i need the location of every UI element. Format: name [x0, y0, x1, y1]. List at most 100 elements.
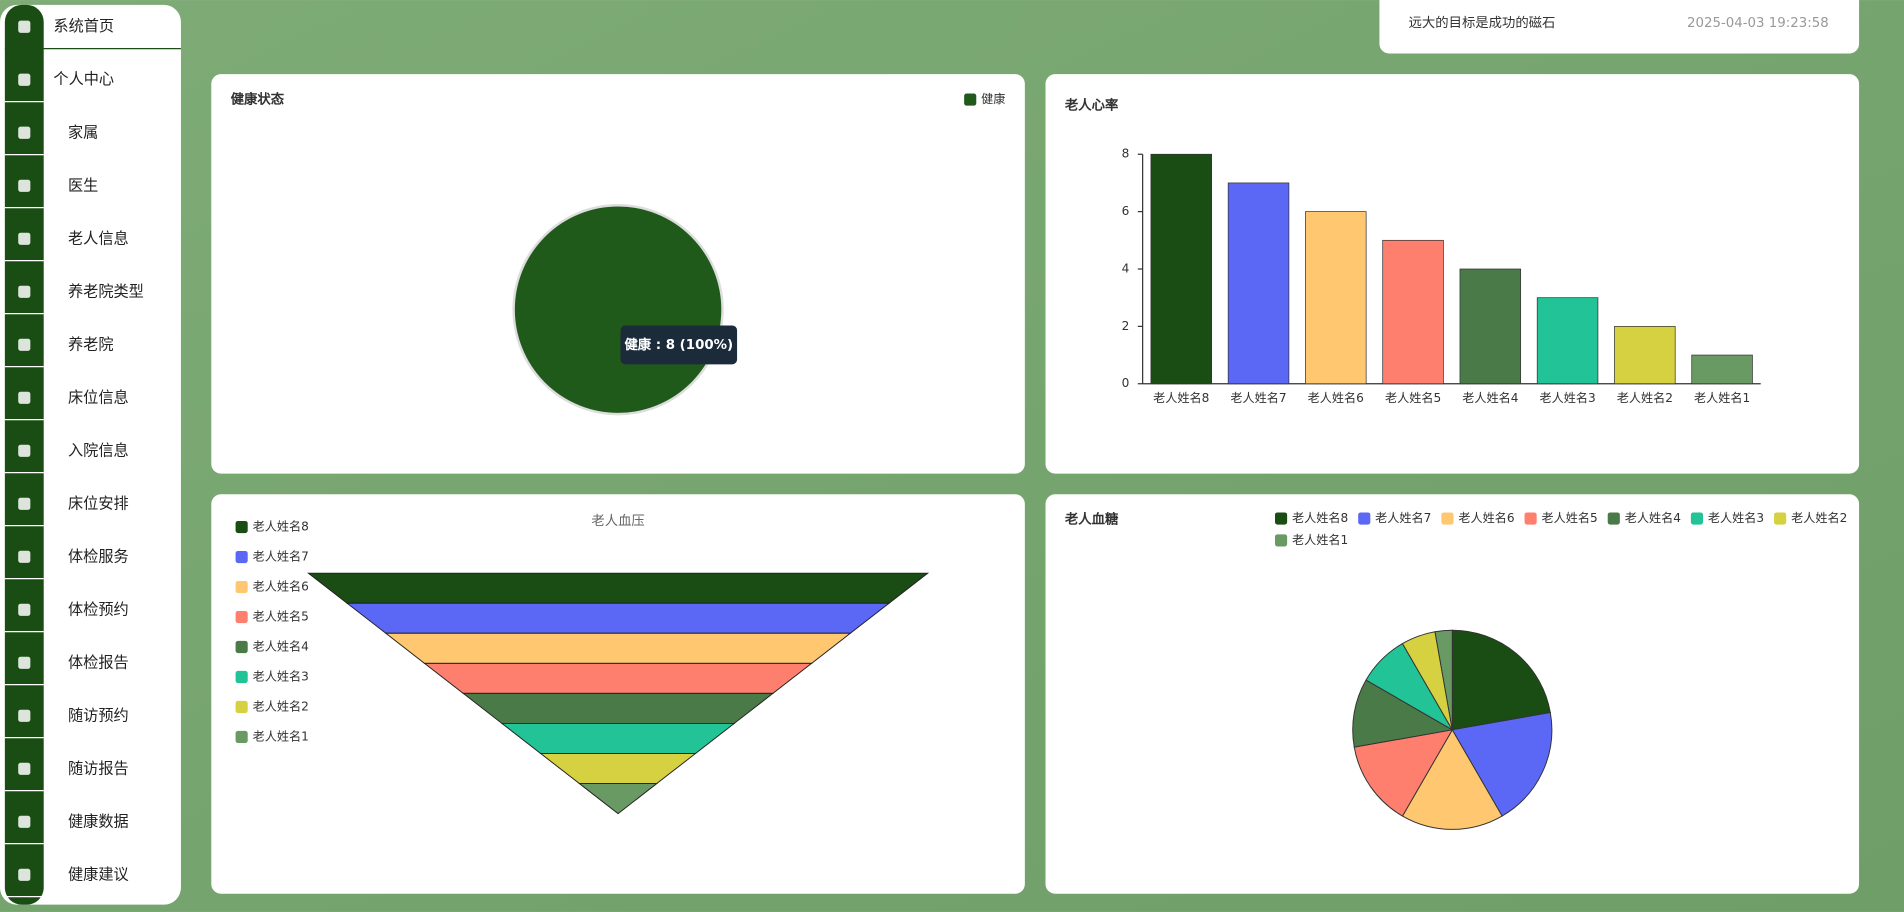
bar[interactable] [1227, 182, 1290, 385]
x-tick-label: 老人姓名3 [1539, 390, 1595, 405]
legend-label[interactable]: 老人姓名5 [253, 609, 309, 624]
legend-label[interactable]: 老人姓名4 [253, 639, 310, 654]
legend-label[interactable]: 老人姓名3 [253, 669, 309, 684]
y-tick-label: 4 [1122, 262, 1130, 276]
tooltip [620, 325, 738, 365]
bar[interactable] [1536, 297, 1599, 385]
funnel-segment[interactable] [500, 722, 736, 754]
x-tick-label: 老人姓名7 [1230, 390, 1286, 405]
legend-swatch [235, 730, 248, 744]
tooltip-text: 健康 : 8 (100%) [624, 336, 733, 353]
menu-item[interactable]: 随访报告 [68, 759, 129, 777]
menu-icon [18, 656, 31, 669]
notice-time: 2025-04-03 19:23:58 [1687, 16, 1829, 31]
legend-label[interactable]: 老人姓名6 [253, 579, 309, 594]
legend-label[interactable]: 老人姓名7 [253, 549, 309, 564]
menu-item[interactable]: 体检服务 [68, 547, 129, 565]
chart-title: 健康状态 [231, 91, 285, 108]
legend-label[interactable]: 老人姓名1 [1292, 532, 1348, 547]
legend-swatch [235, 700, 248, 714]
menu-item[interactable]: 健康数据 [68, 812, 129, 830]
chart-title: 老人血压 [591, 513, 644, 529]
bar[interactable] [1150, 153, 1212, 385]
menu-item[interactable]: 体检预约 [68, 600, 129, 618]
legend-swatch [964, 93, 977, 106]
chart-title: 老人心率 [1065, 97, 1118, 114]
legend-swatch [1275, 534, 1288, 547]
bar[interactable] [1305, 211, 1367, 385]
legend-swatch [1358, 512, 1371, 525]
menu-icon [18, 709, 31, 722]
menu-icon [18, 868, 31, 881]
legend-label[interactable]: 老人姓名7 [1375, 510, 1431, 525]
bar[interactable] [1691, 354, 1753, 385]
legend-swatch [1524, 512, 1537, 525]
y-tick-label: 8 [1122, 147, 1130, 161]
menu-item[interactable]: 床位安排 [68, 494, 129, 512]
legend-swatch [1275, 512, 1288, 525]
menu-item[interactable]: 养老院类型 [68, 282, 144, 300]
legend-swatch [1690, 512, 1704, 525]
legend-label[interactable]: 老人姓名2 [1791, 510, 1847, 525]
bar[interactable] [1382, 239, 1444, 385]
menu-icon [18, 20, 31, 33]
menu-item[interactable]: 健康建议 [68, 865, 129, 883]
legend-swatch [235, 580, 248, 594]
funnel-segment[interactable] [384, 632, 852, 664]
pie-slice [1352, 679, 1454, 748]
legend-label[interactable]: 老人姓名8 [253, 519, 309, 534]
legend-label[interactable]: 健康 [981, 91, 1005, 106]
chart-title: 老人血糖 [1065, 511, 1119, 528]
menu-icon [18, 550, 31, 563]
funnel-segment[interactable] [345, 602, 891, 634]
legend-label[interactable]: 老人姓名5 [1542, 510, 1598, 525]
notice-card [1379, 0, 1860, 54]
pie-slice [1353, 729, 1454, 817]
legend-label[interactable]: 老人姓名3 [1708, 510, 1764, 525]
menu-icon [18, 126, 31, 139]
sidebar [0, 4, 181, 905]
x-tick-label: 老人姓名4 [1462, 390, 1519, 405]
x-tick-label: 老人姓名2 [1617, 390, 1673, 405]
menu-item[interactable]: 养老院 [68, 335, 113, 353]
menu-item[interactable]: 系统首页 [53, 17, 114, 35]
legend-label[interactable]: 老人姓名8 [1292, 510, 1348, 525]
menu-icon [18, 444, 31, 457]
menu-icon [18, 391, 31, 404]
x-tick-label: 老人姓名1 [1694, 390, 1750, 405]
funnel-segment[interactable] [307, 572, 930, 604]
menu-item[interactable]: 医生 [68, 176, 98, 194]
notice-text[interactable]: 远大的目标是成功的磁石 [1409, 15, 1556, 31]
pie-slice [1451, 629, 1551, 731]
menu-item[interactable]: 入院信息 [68, 441, 129, 459]
menu-icon [18, 179, 31, 192]
menu-icon [18, 603, 31, 616]
bar[interactable] [1614, 326, 1676, 385]
menu-item[interactable]: 体检报告 [68, 653, 129, 671]
pie-slice [1434, 629, 1453, 730]
x-tick-label: 老人姓名6 [1308, 390, 1364, 405]
legend-label[interactable]: 老人姓名4 [1625, 510, 1682, 525]
menu-icon [18, 815, 31, 828]
menu-icon [18, 285, 31, 298]
menu-icon [18, 232, 31, 245]
menu-item[interactable]: 床位信息 [68, 388, 129, 406]
watermark: CSDN @计算机程序猿学长 [1499, 858, 1853, 892]
menu-icon [18, 762, 31, 775]
menu-item[interactable]: 家属 [68, 123, 98, 141]
funnel-segment[interactable] [577, 783, 659, 815]
legend-swatch [1607, 512, 1620, 525]
bar[interactable] [1459, 268, 1522, 385]
funnel-segment[interactable] [461, 692, 775, 724]
pie-slice [1451, 711, 1553, 817]
legend-label[interactable]: 老人姓名6 [1458, 510, 1514, 525]
menu-item[interactable]: 老人信息 [68, 229, 129, 247]
menu-icon [18, 338, 31, 351]
menu-item[interactable]: 随访预约 [68, 706, 129, 724]
funnel-segment[interactable] [423, 662, 814, 694]
legend-label[interactable]: 老人姓名1 [253, 728, 309, 743]
menu-item[interactable]: 个人中心 [53, 70, 114, 88]
pie-slice [512, 204, 724, 416]
legend-label[interactable]: 老人姓名2 [253, 698, 309, 713]
